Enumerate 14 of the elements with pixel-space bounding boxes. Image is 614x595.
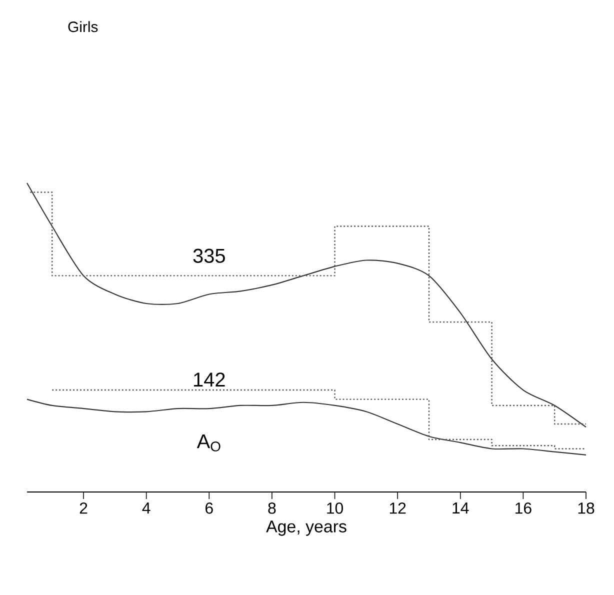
x-tick-label: 2 bbox=[80, 502, 88, 514]
annotation: A$_{O}$ bbox=[196, 434, 220, 452]
x-tick-label: 4 bbox=[142, 502, 150, 514]
x-axis-title: Age, years bbox=[266, 520, 346, 536]
x-tick-label: 18 bbox=[578, 502, 594, 514]
annotation: 335 bbox=[193, 248, 225, 263]
x-tick-label: 14 bbox=[452, 502, 469, 514]
chart-title: Girls bbox=[68, 21, 98, 32]
x-tick-label: 12 bbox=[390, 502, 406, 514]
x-tick-label: 10 bbox=[327, 502, 343, 514]
x-tick-label: 16 bbox=[516, 502, 532, 514]
annotation: 142 bbox=[194, 372, 225, 387]
x-tick-label: 8 bbox=[268, 502, 276, 514]
x-tick-label: 6 bbox=[206, 502, 213, 514]
